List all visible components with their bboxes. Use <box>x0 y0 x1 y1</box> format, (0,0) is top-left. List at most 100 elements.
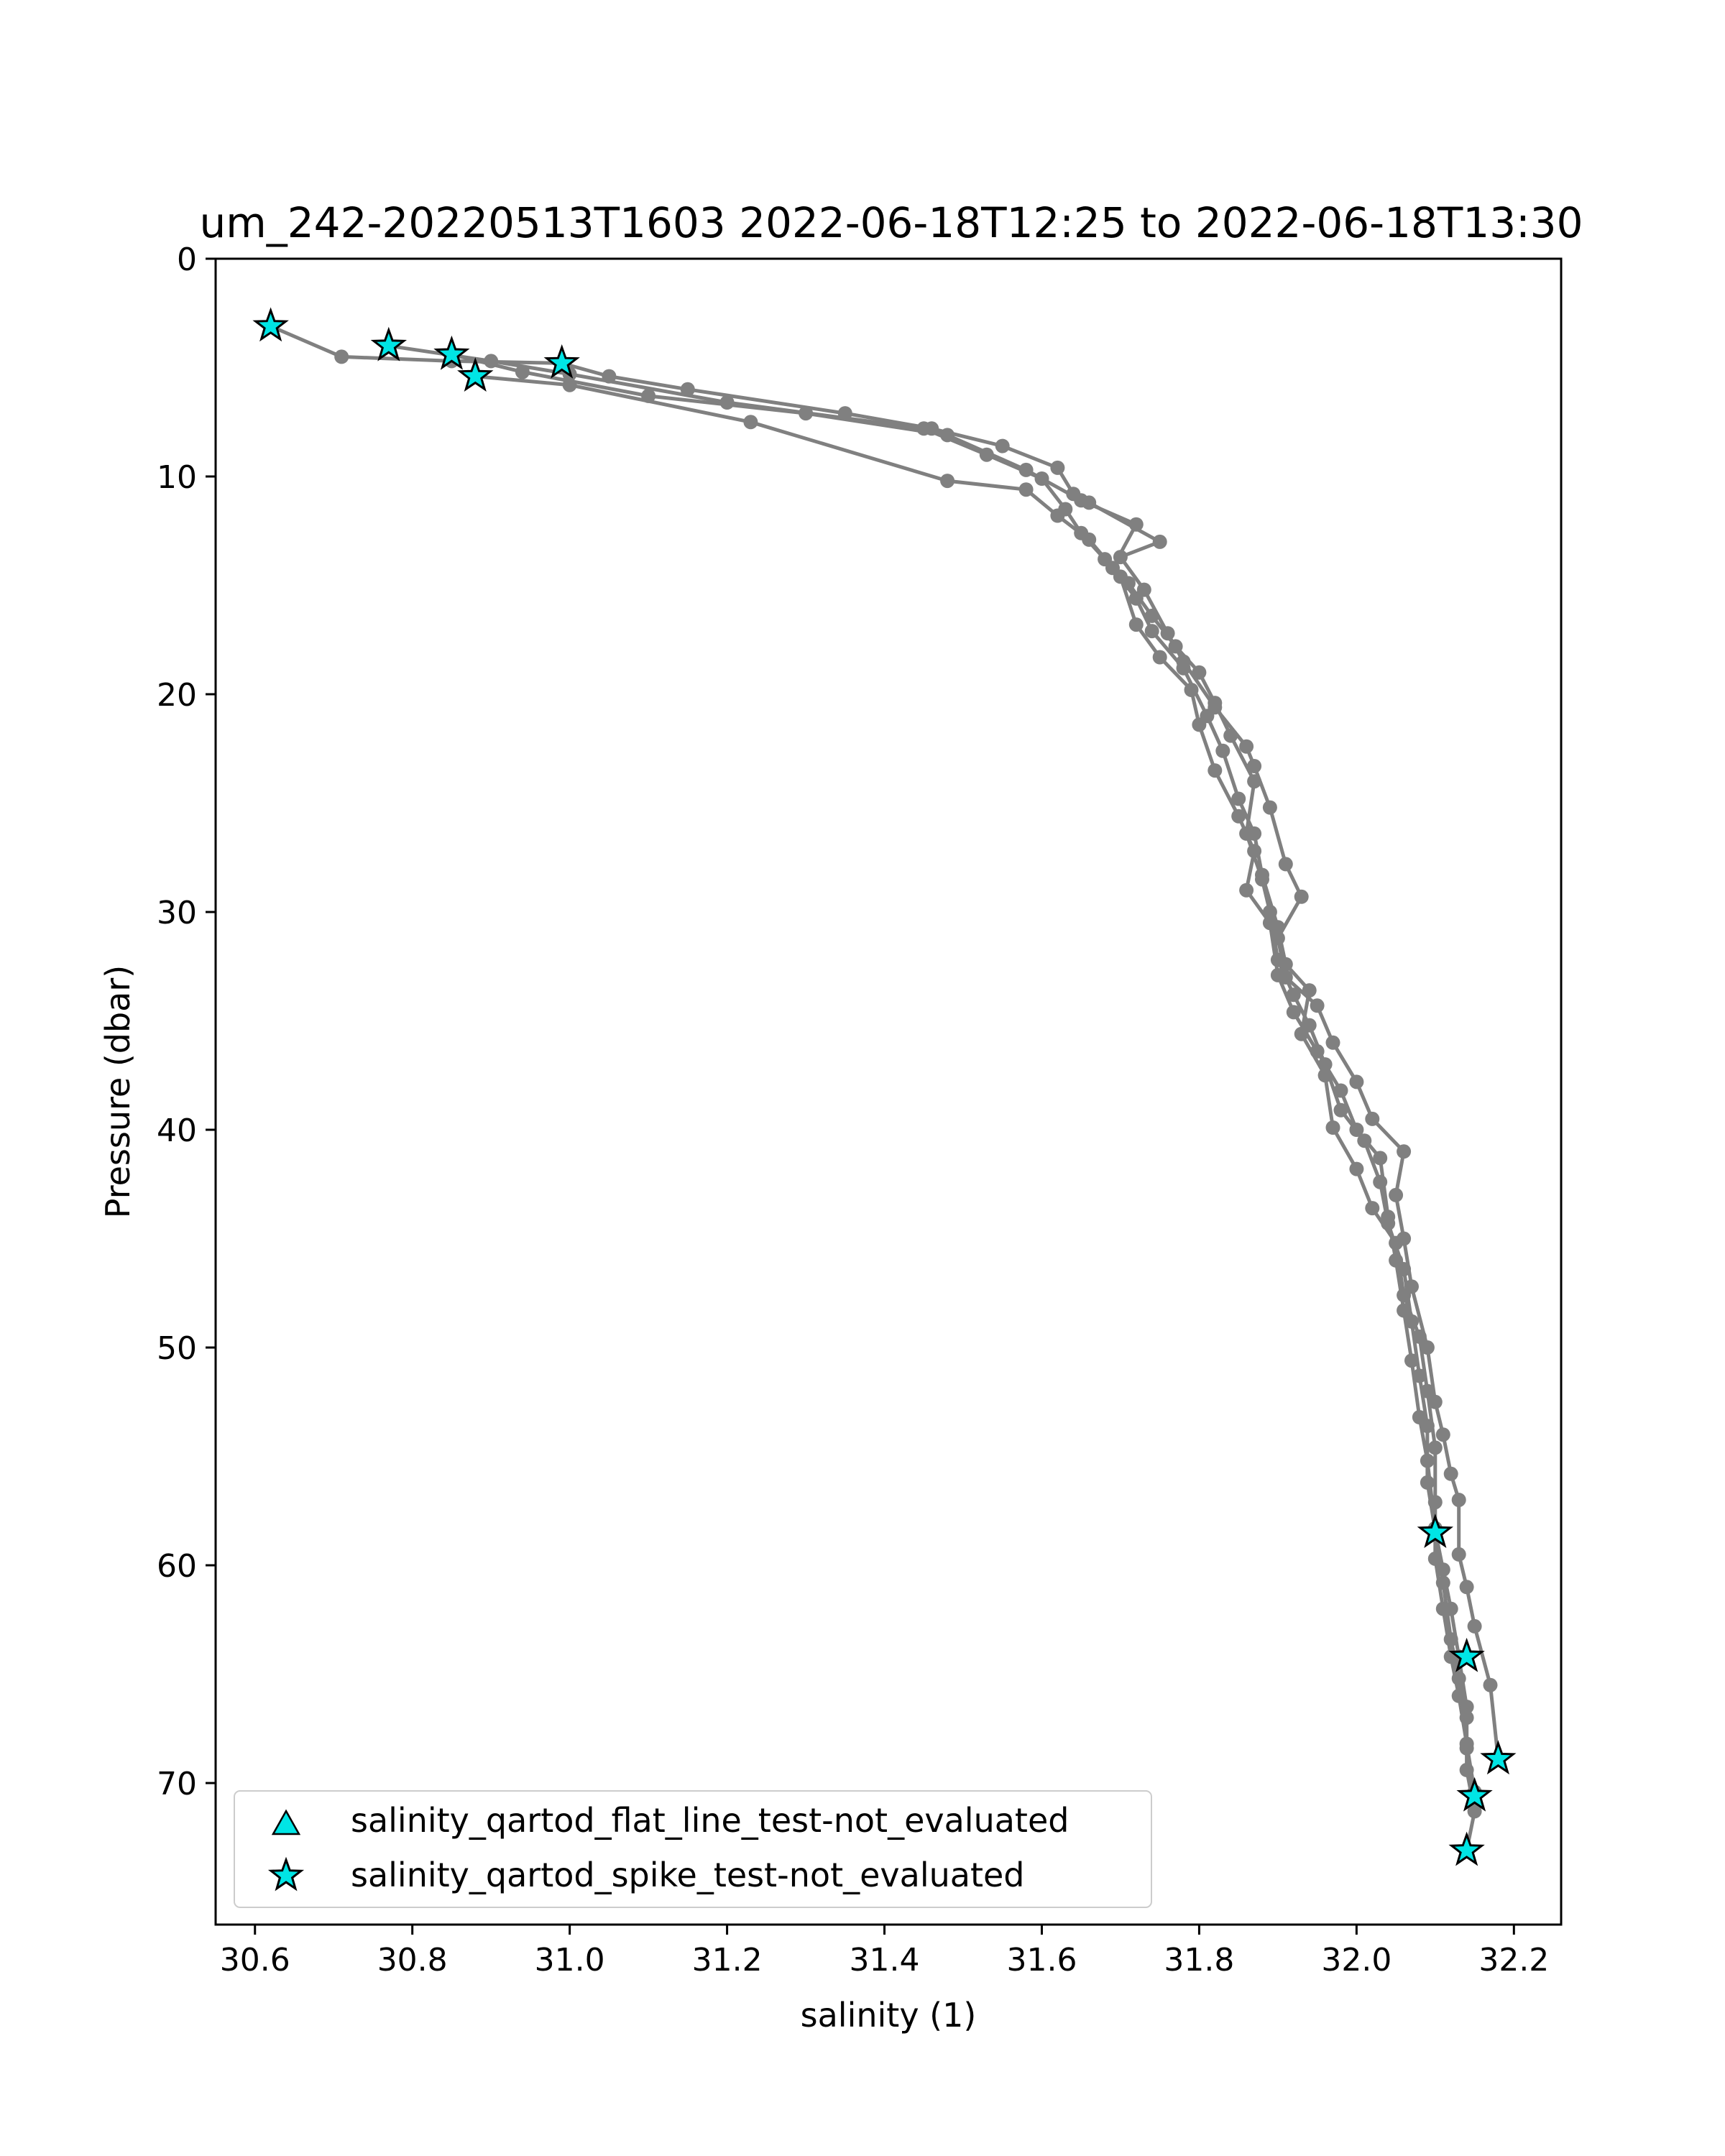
data-point <box>1231 808 1246 824</box>
data-point <box>1325 1035 1340 1050</box>
y-tick-label: 10 <box>157 459 197 496</box>
data-point <box>1302 983 1317 998</box>
data-point <box>1223 728 1238 743</box>
data-point <box>1349 1161 1364 1176</box>
legend-label-flat-line: salinity_qartod_flat_line_test-not_evalu… <box>351 1801 1069 1840</box>
data-point <box>1152 534 1167 549</box>
legend-triangle-marker <box>271 1809 301 1835</box>
data-point <box>515 364 530 379</box>
data-point <box>1325 1120 1340 1135</box>
data-point <box>1286 987 1301 1003</box>
data-point <box>743 415 758 430</box>
data-point <box>1467 1804 1482 1819</box>
data-point <box>1113 569 1128 584</box>
data-point <box>1152 650 1167 665</box>
data-point <box>1435 1601 1450 1616</box>
data-point <box>1168 639 1183 654</box>
data-point <box>1184 683 1199 697</box>
data-point <box>1128 517 1144 532</box>
data-point <box>1286 1005 1301 1020</box>
data-point <box>1349 1074 1364 1089</box>
data-point <box>1365 1201 1380 1216</box>
data-point <box>1074 493 1089 508</box>
data-point <box>1365 1111 1380 1126</box>
data-point <box>940 428 955 443</box>
data-point <box>1247 774 1262 789</box>
data-point <box>1389 1253 1404 1268</box>
y-tick-label: 30 <box>157 895 197 931</box>
data-point <box>1128 617 1144 632</box>
y-tick-label: 40 <box>157 1112 197 1149</box>
data-point <box>1451 1547 1466 1562</box>
data-point <box>1247 759 1262 773</box>
y-tick-label: 60 <box>157 1548 197 1585</box>
data-point <box>1270 967 1285 982</box>
data-point <box>1404 1353 1419 1368</box>
legend-star-shape <box>267 1856 305 1892</box>
data-point <box>1050 508 1065 523</box>
y-tick-label: 50 <box>157 1330 197 1367</box>
data-point <box>1310 998 1325 1013</box>
data-point <box>1278 857 1293 872</box>
flag-star-marker <box>543 344 580 379</box>
data-point <box>1050 460 1065 475</box>
data-point <box>1459 1736 1474 1751</box>
data-point <box>1333 1102 1348 1118</box>
x-tick-label: 31.6 <box>1006 1942 1077 1978</box>
x-axis-label: salinity (1) <box>801 1996 977 2035</box>
data-point <box>1397 1303 1412 1318</box>
data-point <box>1176 660 1191 676</box>
data-point <box>1247 844 1262 859</box>
flag-star-marker <box>1448 1831 1485 1866</box>
x-tick-label: 31.4 <box>850 1942 920 1978</box>
data-point <box>1349 1123 1364 1137</box>
y-axis-label: Pressure (dbar) <box>98 965 137 1218</box>
data-point <box>1435 1427 1450 1442</box>
plot-area <box>252 307 1517 1866</box>
data-point <box>1018 482 1034 497</box>
flag-star-marker <box>1480 1740 1517 1775</box>
series-3 <box>468 369 1482 1800</box>
data-point <box>1467 1618 1482 1634</box>
data-point <box>1397 1144 1412 1159</box>
data-point <box>1144 608 1159 623</box>
data-point <box>1427 1551 1443 1566</box>
data-point <box>1215 743 1230 758</box>
data-point <box>1412 1410 1427 1424</box>
data-point <box>940 474 955 489</box>
flag-star-marker <box>1448 1637 1485 1672</box>
chart-title: um_242-20220513T1603 2022-06-18T12:25 to… <box>200 198 1583 247</box>
data-point <box>799 406 814 421</box>
data-point <box>1128 591 1144 606</box>
x-tick-label: 32.0 <box>1321 1942 1392 1978</box>
data-point <box>1420 1383 1435 1399</box>
data-point <box>1333 1083 1348 1098</box>
data-point <box>1018 462 1034 477</box>
data-point <box>1255 867 1269 883</box>
data-point <box>1294 889 1309 904</box>
x-tick-label: 31.8 <box>1164 1942 1234 1978</box>
flag-star-marker <box>1456 1777 1493 1812</box>
flag-star-marker <box>252 307 289 342</box>
data-point <box>562 377 577 392</box>
legend-box <box>234 1790 1152 1908</box>
data-point <box>1239 883 1254 898</box>
data-point <box>1459 1580 1474 1595</box>
data-point <box>995 438 1010 453</box>
flag-star-marker <box>433 335 470 370</box>
flag-star-marker <box>457 357 494 392</box>
data-point <box>1412 1329 1427 1344</box>
x-tick-label: 32.2 <box>1478 1942 1549 1978</box>
legend-label-spike: salinity_qartod_spike_test-not_evaluated <box>351 1856 1024 1894</box>
y-tick-label: 20 <box>157 677 197 714</box>
data-point <box>1192 717 1207 732</box>
plot-frame <box>214 257 1563 1926</box>
data-point <box>1231 791 1246 806</box>
data-point <box>1389 1187 1404 1202</box>
data-point <box>1443 1466 1458 1481</box>
data-point <box>1373 1151 1388 1166</box>
data-point <box>1262 800 1277 815</box>
x-tick-label: 31.0 <box>535 1942 605 1978</box>
data-point <box>1420 1475 1435 1490</box>
data-point <box>1451 1493 1466 1508</box>
